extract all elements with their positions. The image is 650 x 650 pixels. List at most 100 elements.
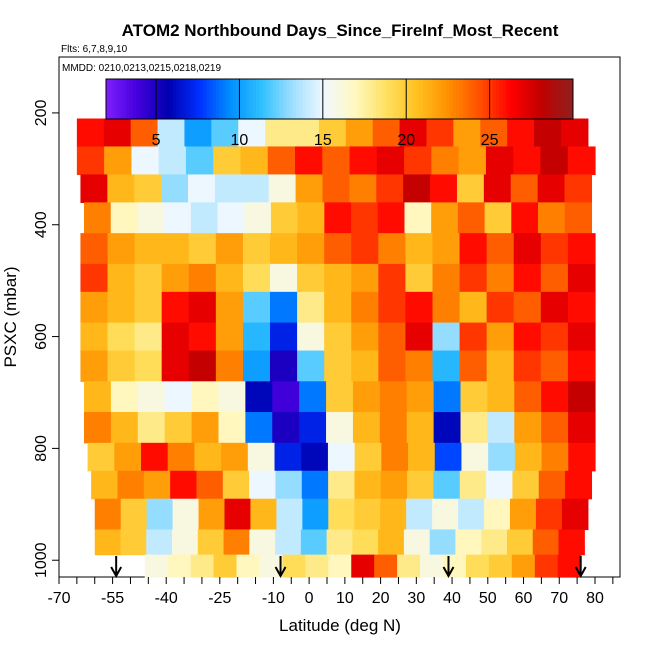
colorbar-segment <box>369 79 374 119</box>
heatmap-cell <box>144 554 169 578</box>
heatmap-cell <box>188 174 216 203</box>
heatmap-cell <box>107 174 135 203</box>
heatmap-cell <box>403 529 431 556</box>
arrow-head <box>274 566 287 579</box>
x-tick-label: 20 <box>372 590 390 607</box>
colorbar-segment <box>392 79 397 119</box>
colorbar-segment <box>319 79 324 119</box>
colorbar-segment <box>389 79 394 119</box>
heatmap-cell <box>84 412 112 444</box>
heatmap-cell <box>328 470 356 500</box>
colorbar-segment <box>569 79 574 119</box>
colorbar-segment <box>206 79 210 119</box>
heatmap-cell <box>458 498 485 531</box>
heatmap-cell <box>379 412 408 444</box>
y-tick-label: 400 <box>33 211 50 238</box>
heatmap-cell <box>215 291 244 324</box>
heatmap-cell <box>249 470 277 500</box>
chart-title: ATOM2 Northbound Days_Since_FireInf_Most… <box>122 21 559 40</box>
heatmap-cell <box>302 498 329 531</box>
heatmap-cell <box>265 118 293 148</box>
heatmap-cell <box>324 263 352 293</box>
heatmap-cell <box>456 174 485 203</box>
heatmap-cell <box>459 322 488 352</box>
colorbar-segment <box>432 79 437 119</box>
heatmap-cell <box>378 350 407 382</box>
x-tick-label: 40 <box>443 590 461 607</box>
heatmap-cell <box>270 291 298 324</box>
y-axis: 200 400 600 800 1000 <box>33 99 59 578</box>
heatmap-cell <box>324 322 352 352</box>
heatmap-cell <box>403 174 431 203</box>
heatmap-cell <box>170 470 198 500</box>
colorbar-segment <box>109 79 114 119</box>
heatmap-cell <box>249 529 276 556</box>
heatmap-cell <box>513 146 542 176</box>
colorbar-segment <box>436 79 441 119</box>
colorbar-segment <box>159 79 164 119</box>
colorbar-segment <box>402 79 407 119</box>
heatmap-cell <box>164 381 193 413</box>
heatmap-cell <box>190 202 219 234</box>
heatmap-cell <box>406 412 435 444</box>
heatmap-cell <box>351 263 379 293</box>
heatmap-cell <box>94 498 122 531</box>
heatmap-cell <box>240 146 269 176</box>
arrow-head <box>442 566 455 579</box>
colorbar-segment <box>462 79 467 119</box>
colorbar-segment <box>226 79 230 119</box>
colorbar-segment <box>416 79 421 119</box>
heatmap-cell <box>376 146 405 176</box>
heatmap-cell <box>215 322 244 352</box>
colorbar-segment <box>459 79 464 119</box>
heatmap-cell <box>76 118 105 148</box>
heatmap-cell <box>481 529 508 556</box>
colorbar-segment <box>106 79 110 119</box>
colorbar-segment <box>316 79 320 119</box>
heatmap-cell <box>513 263 542 293</box>
colorbar-segment <box>112 79 117 119</box>
x-tick-label: 30 <box>407 590 425 607</box>
heatmap-cell <box>509 498 537 531</box>
colorbar-segment <box>266 79 270 119</box>
heatmap-cell <box>318 118 347 148</box>
heatmap-cell <box>188 233 217 265</box>
heatmap-cell <box>431 202 459 234</box>
heatmap-cell <box>380 498 407 531</box>
heatmap-cell <box>215 263 244 293</box>
colorbar-segment <box>119 79 124 119</box>
heatmap-cell <box>404 146 432 176</box>
x-tick-label: -55 <box>101 590 124 607</box>
colorbar-segment <box>199 79 204 119</box>
colorbar-segment <box>529 79 534 119</box>
colorbar-segment <box>239 79 244 119</box>
colorbar-segment <box>452 79 457 119</box>
heatmap-cell <box>161 291 190 324</box>
heatmap-cell <box>541 442 569 472</box>
heatmap-cell <box>433 470 461 500</box>
heatmap-cell <box>276 498 303 531</box>
heatmap-cell <box>326 412 354 444</box>
heatmap-cell <box>134 233 163 265</box>
colorbar-segment <box>419 79 424 119</box>
colorbar-segment <box>186 79 190 119</box>
colorbar-segment <box>506 79 511 119</box>
heatmap-cell <box>511 202 539 234</box>
heatmap-cell <box>107 291 136 324</box>
heatmap-cell <box>406 381 435 413</box>
colorbar-segment <box>332 79 337 119</box>
heatmap-cell <box>324 233 352 265</box>
heatmap-cell <box>426 118 454 148</box>
heatmap-cell <box>215 233 244 265</box>
colorbar-segment <box>169 79 174 119</box>
colorbar-frame <box>105 78 574 120</box>
heatmap-cell <box>351 350 379 382</box>
heatmap-cell <box>272 412 300 444</box>
heatmap-cell <box>455 529 482 556</box>
x-tick-label: -40 <box>155 590 178 607</box>
heatmap-cell <box>378 291 407 324</box>
heatmap-cell <box>567 322 596 352</box>
colorbar-segment <box>539 79 544 119</box>
heatmap-cell <box>511 554 536 578</box>
colorbar-segment <box>552 79 557 119</box>
